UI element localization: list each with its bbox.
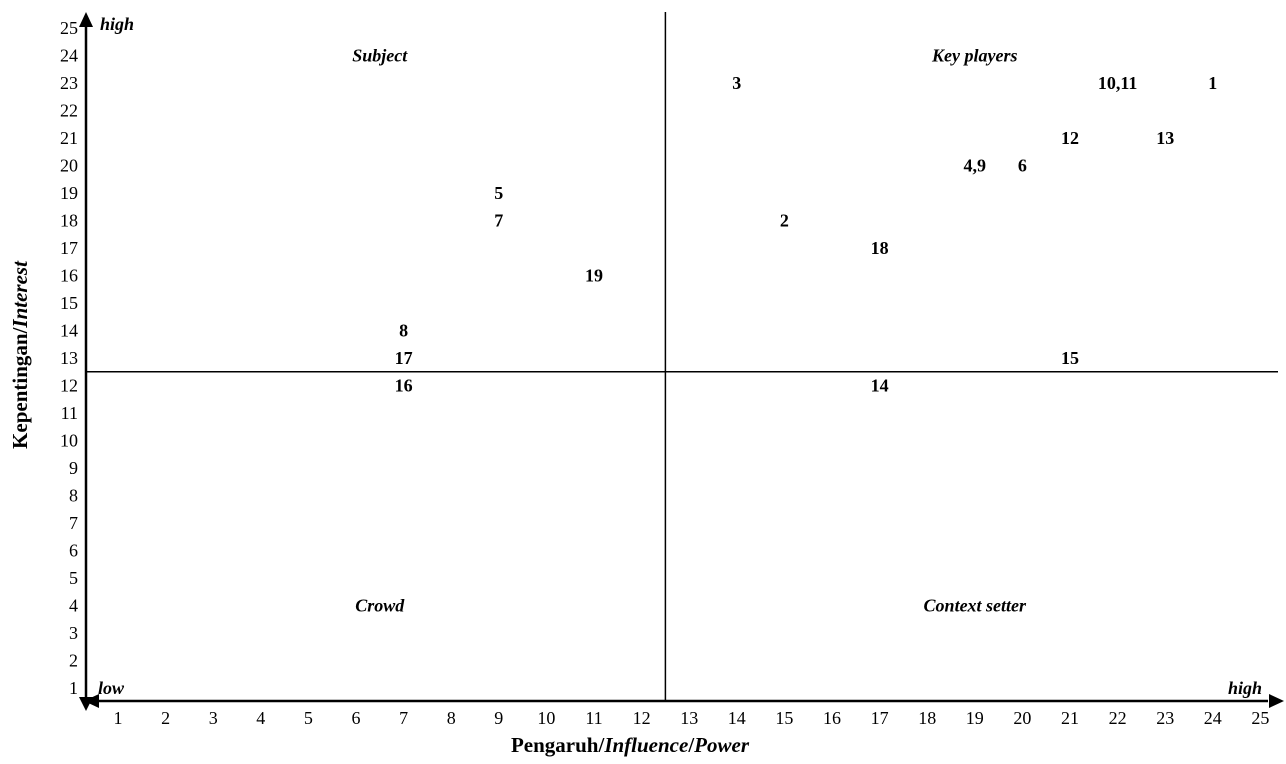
x-tick-label: 24	[1204, 708, 1222, 728]
x-tick-label: 17	[871, 708, 889, 728]
y-tick-label: 18	[60, 211, 78, 231]
data-point-label: 14	[871, 376, 889, 396]
data-point-label: 12	[1061, 128, 1079, 148]
y-tick-label: 23	[60, 73, 78, 93]
data-point-label: 19	[585, 266, 603, 286]
x-axis-title: Pengaruh/Influence/Power	[511, 733, 750, 757]
x-tick-label: 1	[114, 708, 123, 728]
y-axis-high-label: high	[100, 14, 134, 34]
x-tick-labels: 1 2 3 4 5 6 7 8 9 10 11 12 13 14 15 16 17 18 19 20 21 22 23 24 2…	[114, 708, 1270, 728]
x-tick-label: 11	[585, 708, 602, 728]
y-tick-label: 4	[69, 596, 78, 616]
x-tick-label: 5	[304, 708, 313, 728]
data-point-label: 16	[395, 376, 413, 396]
y-tick-label: 24	[60, 46, 78, 66]
x-tick-label: 19	[966, 708, 984, 728]
data-point-label: 2	[780, 211, 789, 231]
origin-low-label: low	[98, 678, 125, 698]
y-tick-label: 2	[69, 651, 78, 671]
y-tick-label: 11	[61, 403, 78, 423]
x-tick-label: 23	[1156, 708, 1174, 728]
y-tick-labels: 1234567891011121314151617181920212223242…	[60, 18, 78, 698]
data-point-label: 17	[395, 348, 413, 368]
y-tick-label: 3	[69, 623, 78, 643]
y-axis-arrow-up	[79, 12, 93, 27]
y-tick-label: 25	[60, 18, 78, 38]
y-tick-label: 14	[60, 321, 78, 341]
x-tick-label: 9	[494, 708, 503, 728]
x-tick-label: 6	[352, 708, 361, 728]
x-axis-high-label: high	[1228, 678, 1262, 698]
data-point-label: 8	[399, 321, 408, 341]
y-tick-label: 8	[69, 486, 78, 506]
y-tick-label: 1	[69, 678, 78, 698]
y-tick-label: 12	[60, 376, 78, 396]
data-point-label: 3	[732, 73, 741, 93]
x-tick-label: 22	[1109, 708, 1127, 728]
x-tick-label: 15	[775, 708, 793, 728]
y-axis-title: Kepentingan/Interest	[8, 260, 32, 449]
x-tick-label: 2	[161, 708, 170, 728]
x-tick-label: 14	[728, 708, 746, 728]
data-point-label: 13	[1156, 128, 1174, 148]
x-tick-label: 3	[209, 708, 218, 728]
data-point-label: 4,9	[964, 156, 987, 176]
y-tick-label: 7	[69, 513, 78, 533]
y-tick-label: 22	[60, 101, 78, 121]
y-tick-label: 16	[60, 266, 78, 286]
y-tick-label: 10	[60, 431, 78, 451]
quadrant-label: Subject	[352, 46, 408, 66]
y-tick-label: 20	[60, 156, 78, 176]
quadrant-dividers	[86, 12, 1278, 701]
quadrant-label: Crowd	[355, 596, 405, 616]
data-point-label: 5	[494, 183, 503, 203]
y-tick-label: 17	[60, 238, 78, 258]
x-tick-label: 25	[1251, 708, 1269, 728]
y-tick-label: 15	[60, 293, 78, 313]
x-tick-label: 8	[447, 708, 456, 728]
x-axis-arrow-right	[1269, 694, 1284, 708]
y-tick-label: 5	[69, 568, 78, 588]
data-point-label: 6	[1018, 156, 1027, 176]
x-tick-label: 4	[256, 708, 265, 728]
quadrant-label: Key players	[931, 46, 1017, 66]
x-tick-label: 18	[918, 708, 936, 728]
quadrant-label: Context setter	[924, 596, 1027, 616]
y-tick-label: 9	[69, 458, 78, 478]
x-tick-label: 12	[633, 708, 651, 728]
data-point-label: 1	[1208, 73, 1217, 93]
x-tick-label: 16	[823, 708, 841, 728]
x-axis-arrow-left	[84, 694, 99, 708]
axes	[79, 12, 1284, 711]
y-tick-label: 13	[60, 348, 78, 368]
y-tick-label: 19	[60, 183, 78, 203]
data-point-label: 15	[1061, 348, 1079, 368]
y-tick-label: 21	[60, 128, 78, 148]
y-tick-label: 6	[69, 541, 78, 561]
quadrant-labels: Subject Key players Crowd Context setter	[352, 46, 1027, 616]
data-point-label: 7	[494, 211, 503, 231]
x-tick-label: 21	[1061, 708, 1079, 728]
x-tick-label: 7	[399, 708, 408, 728]
x-tick-label: 10	[537, 708, 555, 728]
data-point-label: 18	[871, 238, 889, 258]
x-tick-label: 13	[680, 708, 698, 728]
data-point-label: 10,11	[1098, 73, 1138, 93]
x-tick-label: 20	[1013, 708, 1031, 728]
